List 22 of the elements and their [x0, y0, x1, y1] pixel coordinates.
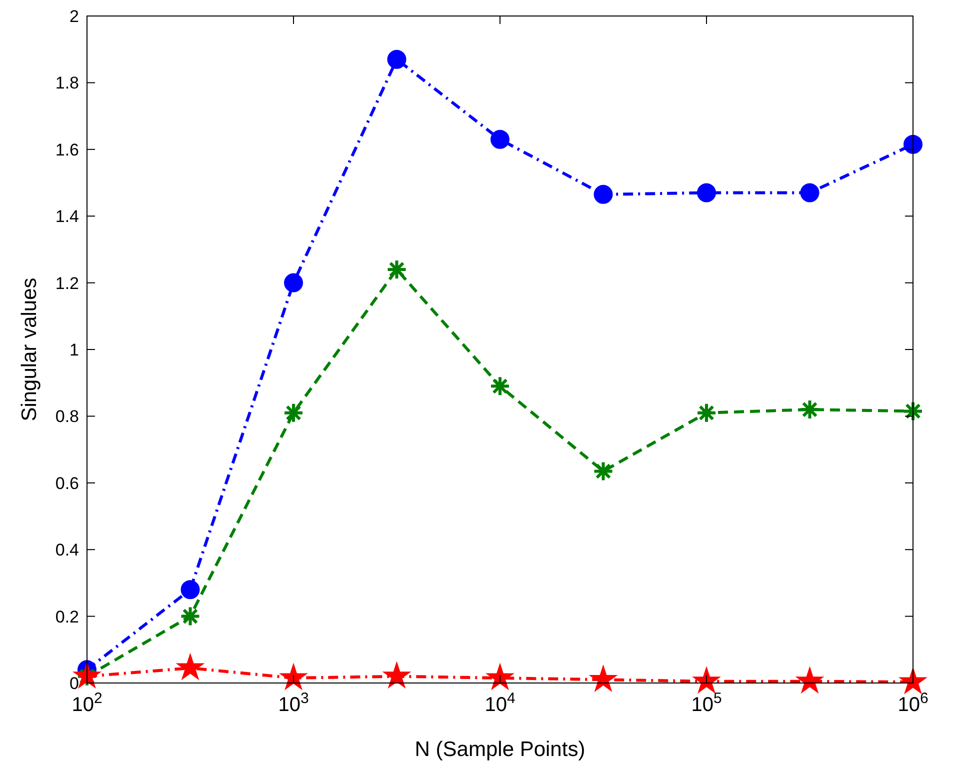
y-tick-label: 0.4	[55, 540, 79, 560]
y-tick-label: 0.8	[55, 407, 79, 426]
point	[800, 183, 820, 202]
y-tick-label: 1.2	[55, 274, 79, 293]
y-tick-label: 1.8	[55, 74, 79, 93]
y-axis-title: Singular values	[18, 278, 41, 422]
y-tick-label: 0.6	[55, 474, 79, 493]
point	[697, 183, 716, 202]
y-tick-label: 1.4	[55, 207, 79, 226]
point	[387, 50, 406, 69]
point	[490, 130, 510, 149]
x-axis-title: N (Sample Points)	[414, 738, 586, 761]
y-tick-label: 0.2	[55, 607, 79, 626]
y-tick-label: 1.6	[55, 140, 79, 160]
point	[904, 134, 922, 154]
x-tick-label: 10$^{3}$	[278, 690, 309, 716]
point	[594, 184, 613, 204]
y-tick-label: 2	[70, 7, 79, 26]
y-tick-label: 1	[70, 340, 79, 360]
x-tick-label: 10$^{4}$	[484, 690, 516, 716]
x-tick-label: 10$^{5}$	[691, 690, 722, 716]
x-tick-label: 10$^{6}$	[898, 690, 928, 716]
